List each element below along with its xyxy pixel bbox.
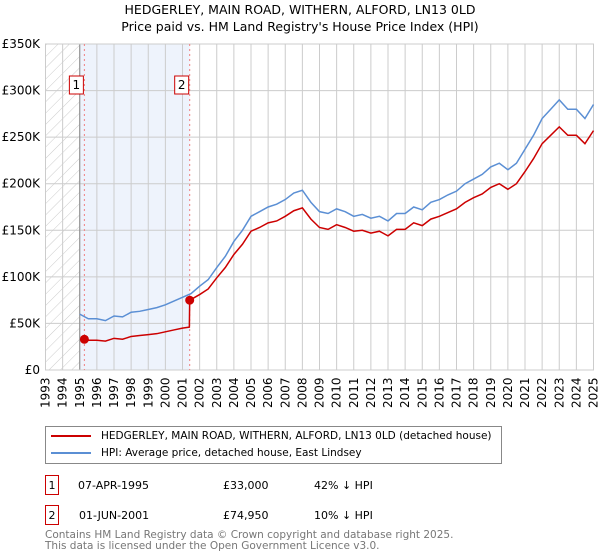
ownership-shade: [79, 44, 190, 370]
x-tick-label: 2002: [193, 377, 207, 408]
property-price-line: [84, 125, 595, 342]
x-tick-label: 2004: [227, 377, 241, 408]
x-tick-label: 2021: [518, 377, 532, 408]
red-line-swatch: [51, 435, 91, 437]
x-tick-label: 2003: [210, 377, 224, 408]
sale-date: 07-APR-1995: [78, 479, 150, 492]
x-tick-label: 1995: [73, 377, 87, 408]
sale-label: 1: [73, 78, 81, 92]
y-tick-label: £300K: [2, 84, 42, 98]
legend-item-property: HEDGERLEY, MAIN ROAD, WITHERN, ALFORD, L…: [51, 430, 492, 442]
x-tick-label: 2014: [398, 377, 412, 408]
y-tick-label: £150K: [2, 223, 42, 237]
footer-copyright: Contains HM Land Registry data © Crown c…: [45, 529, 454, 541]
x-tick-label: 2018: [467, 377, 481, 408]
chart-title: HEDGERLEY, MAIN ROAD, WITHERN, ALFORD, L…: [125, 2, 476, 17]
x-tick-label: 2006: [261, 377, 275, 408]
sale-label-box: [174, 75, 190, 95]
x-tick-label: 2009: [313, 377, 327, 408]
sale-label-box: [68, 75, 84, 95]
x-tick-label: 2001: [176, 377, 190, 408]
hpi-line: [79, 98, 595, 322]
y-tick-label: £200K: [2, 177, 42, 191]
x-tick-label: 1993: [39, 377, 53, 408]
x-tick-label: 2013: [381, 377, 395, 408]
x-tick-label: 1999: [141, 377, 155, 408]
x-tick-label: 2019: [484, 377, 498, 408]
legend-label: HEDGERLEY, MAIN ROAD, WITHERN, ALFORD, L…: [101, 430, 492, 442]
chart-subtitle: Price paid vs. HM Land Registry's House …: [121, 19, 478, 34]
x-tick-label: 2016: [432, 377, 446, 408]
footer-licence: This data is licensed under the Open Gov…: [45, 540, 380, 552]
x-tick-label: 2011: [347, 377, 361, 408]
y-tick-label: £0: [25, 363, 40, 377]
x-tick-label: 2007: [278, 377, 292, 408]
x-tick-label: 2025: [587, 377, 600, 408]
sale-marker: 1: [45, 475, 59, 495]
legend: HEDGERLEY, MAIN ROAD, WITHERN, ALFORD, L…: [45, 426, 502, 464]
x-tick-label: 1997: [107, 377, 121, 408]
x-tick-label: 1998: [124, 377, 138, 408]
sale-point: [79, 334, 89, 344]
sale-price: £74,950: [223, 509, 269, 522]
sale-point: [185, 295, 195, 305]
sale-date: 01-JUN-2001: [79, 509, 150, 522]
sale-hpi-diff: 42% ↓ HPI: [314, 479, 373, 492]
blue-line-swatch: [51, 452, 91, 454]
y-tick-label: £100K: [2, 270, 42, 284]
x-tick-label: 1994: [56, 377, 70, 408]
legend-label: HPI: Average price, detached house, East…: [101, 447, 362, 459]
x-tick-label: 1996: [90, 377, 104, 408]
x-tick-label: 2008: [295, 377, 309, 408]
x-tick-label: 2017: [450, 377, 464, 408]
x-tick-label: 2000: [158, 377, 172, 408]
sale-label: 2: [178, 78, 186, 92]
legend-item-hpi: HPI: Average price, detached house, East…: [51, 447, 362, 459]
price-chart: HEDGERLEY, MAIN ROAD, WITHERN, ALFORD, L…: [2, 2, 600, 408]
sale-row: 1 07-APR-1995 £33,000 42% ↓ HPI: [45, 475, 545, 497]
sale-hpi-diff: 10% ↓ HPI: [314, 509, 373, 522]
sale-marker: 2: [45, 505, 59, 525]
sale-row: 2 01-JUN-2001 £74,950 10% ↓ HPI: [45, 505, 545, 527]
y-tick-label: £350K: [2, 37, 42, 51]
x-tick-label: 2015: [415, 377, 429, 408]
y-tick-label: £50K: [9, 316, 41, 330]
x-tick-label: 2023: [552, 377, 566, 408]
x-tick-label: 2005: [244, 377, 258, 408]
x-tick-label: 2022: [535, 377, 549, 408]
x-tick-label: 2012: [364, 377, 378, 408]
x-tick-label: 2010: [330, 377, 344, 408]
x-tick-label: 2024: [569, 377, 583, 408]
footer: Contains HM Land Registry data © Crown c…: [45, 530, 453, 552]
plot-border: [45, 43, 594, 371]
x-tick-label: 2020: [501, 377, 515, 408]
sale-price: £33,000: [223, 479, 269, 492]
y-tick-label: £250K: [2, 130, 42, 144]
